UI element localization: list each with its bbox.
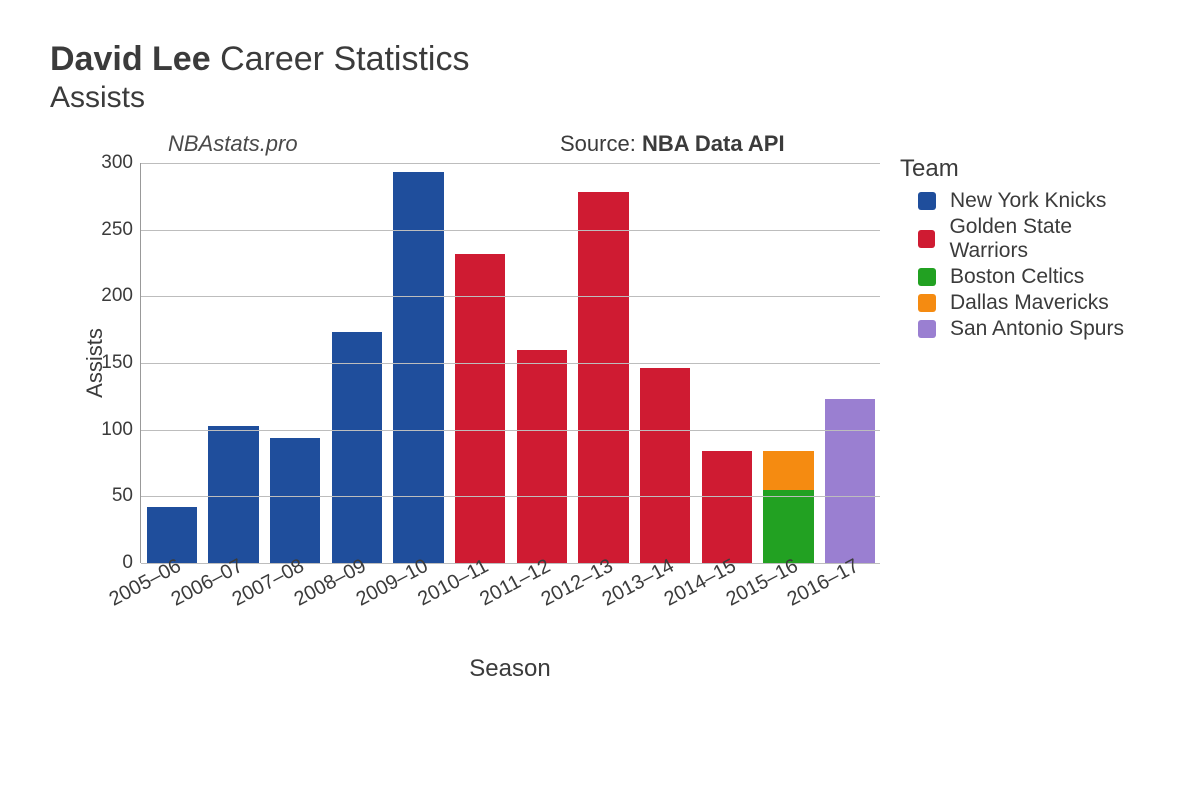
source-attribution: Source: NBA Data API (560, 131, 785, 157)
y-tick-label: 150 (101, 352, 133, 374)
bar (208, 426, 259, 563)
legend: Team New York KnicksGolden State Warrior… (900, 155, 1150, 343)
bar (393, 172, 444, 563)
source-name: NBA Data API (642, 131, 785, 156)
legend-label: San Antonio Spurs (950, 317, 1124, 341)
title-rest: Career Statistics (211, 40, 470, 78)
bar-segment (208, 426, 259, 563)
y-tick-label: 200 (101, 285, 133, 307)
x-axis-label: Season (140, 655, 880, 683)
chart-area: NBAstats.pro Source: NBA Data API Assist… (90, 135, 1150, 695)
grid-line (141, 230, 880, 231)
chart-subtitle: Assists (50, 81, 1150, 115)
chart-container: David Lee Career Statistics Assists NBAs… (0, 0, 1200, 695)
legend-item: Dallas Mavericks (900, 291, 1150, 315)
legend-label: Golden State Warriors (949, 215, 1150, 263)
legend-swatch (918, 192, 936, 210)
y-tick-label: 300 (101, 152, 133, 174)
bar-segment (393, 172, 444, 563)
grid-line (141, 563, 880, 564)
title-bold: David Lee (50, 40, 211, 78)
plot-region: 0501001502002503002005–062006–072007–082… (140, 163, 880, 563)
y-tick-label: 250 (101, 219, 133, 241)
legend-item: San Antonio Spurs (900, 317, 1150, 341)
y-tick-label: 50 (112, 485, 133, 507)
y-tick-label: 100 (101, 419, 133, 441)
bar (763, 451, 814, 563)
bar-segment (763, 490, 814, 563)
grid-line (141, 163, 880, 164)
legend-swatch (918, 268, 936, 286)
bar-segment (702, 451, 753, 563)
bar-segment (270, 438, 321, 563)
grid-line (141, 296, 880, 297)
legend-label: New York Knicks (950, 189, 1106, 213)
chart-title: David Lee Career Statistics (50, 40, 1150, 79)
bar (640, 368, 691, 563)
legend-label: Boston Celtics (950, 265, 1084, 289)
bar-segment (763, 451, 814, 490)
bar (517, 350, 568, 563)
legend-swatch (918, 294, 936, 312)
legend-item: Golden State Warriors (900, 215, 1150, 263)
bar-segment (825, 399, 876, 563)
watermark-text: NBAstats.pro (168, 131, 298, 157)
y-tick-label: 0 (122, 552, 133, 574)
bar (270, 438, 321, 563)
source-prefix: Source: (560, 131, 642, 156)
bar (578, 192, 629, 563)
title-block: David Lee Career Statistics Assists (50, 40, 1150, 115)
grid-line (141, 496, 880, 497)
grid-line (141, 430, 880, 431)
bar-segment (332, 332, 383, 563)
legend-swatch (918, 230, 935, 248)
legend-item: New York Knicks (900, 189, 1150, 213)
bar-segment (578, 192, 629, 563)
legend-item: Boston Celtics (900, 265, 1150, 289)
bar (702, 451, 753, 563)
bar-segment (517, 350, 568, 563)
bar (455, 254, 506, 563)
grid-line (141, 363, 880, 364)
legend-label: Dallas Mavericks (950, 291, 1109, 315)
legend-title: Team (900, 155, 1150, 183)
bar (332, 332, 383, 563)
bar-segment (640, 368, 691, 563)
legend-swatch (918, 320, 936, 338)
bar-segment (455, 254, 506, 563)
bar (825, 399, 876, 563)
